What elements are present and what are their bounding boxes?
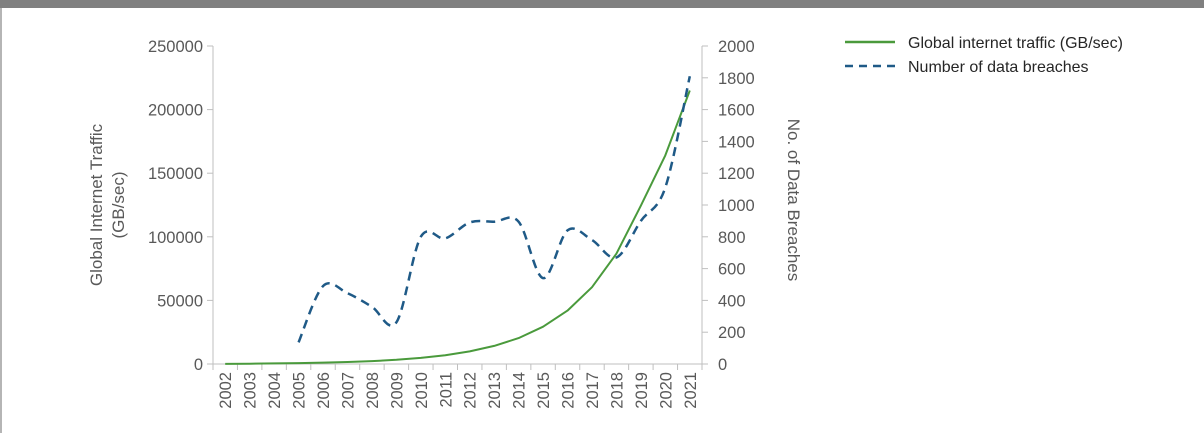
x-tick-label: 2015 [535, 372, 553, 409]
y-right-tick-label: 2000 [718, 38, 755, 56]
window-left-border [0, 8, 2, 433]
y-left-axis-title-line2: (GB/sec) [109, 171, 128, 238]
x-tick-label: 2013 [486, 372, 504, 409]
x-tick-label: 2012 [462, 372, 480, 409]
chart-legend: Global internet traffic (GB/sec) Number … [845, 35, 1123, 76]
y-left-tick-label: 50000 [157, 292, 203, 310]
x-tick-label: 2003 [242, 372, 260, 409]
x-tick-label: 2011 [437, 372, 455, 407]
x-tick-label: 2020 [657, 372, 675, 409]
series-layer [225, 75, 692, 365]
x-tick-label: 2021 [682, 372, 700, 409]
y-left-tick-label: 250000 [148, 38, 203, 56]
series-line-traffic [225, 90, 691, 365]
legend-label-traffic: Global internet traffic (GB/sec) [908, 35, 1123, 52]
x-tick-label: 2006 [315, 372, 333, 409]
y-left-tick-label: 200000 [148, 102, 203, 120]
y-right-tick-label: 1200 [718, 165, 755, 183]
y-right-tick-label: 600 [718, 261, 746, 279]
axes-group: 0 50000 100000 150000 200000 250000 0 200 400 600… [148, 38, 755, 409]
x-tick-label: 2002 [217, 372, 235, 409]
y-right-tick-label: 0 [718, 356, 727, 374]
y-right-tick-label: 1800 [718, 70, 755, 88]
y-right-tick-label: 800 [718, 229, 746, 247]
y-right-tick-label: 200 [718, 324, 746, 342]
x-tick-label: 2014 [511, 372, 529, 409]
x-tick-label: 2004 [266, 372, 284, 409]
legend-label-breaches: Number of data breaches [908, 59, 1089, 76]
y-left-tick-label: 150000 [148, 165, 203, 183]
y-left-tick-label: 0 [194, 356, 203, 374]
x-tick-label: 2009 [388, 372, 406, 409]
y-right-tick-label: 1000 [718, 197, 755, 215]
y-left-axis-title-line1: Global Internet Traffic [87, 123, 106, 286]
y-left-tick-label: 100000 [148, 229, 203, 247]
window-top-bar [0, 0, 1204, 8]
x-tick-label: 2007 [339, 372, 357, 409]
y-right-tick-label: 1400 [718, 133, 755, 151]
y-right-tick-label: 400 [718, 292, 746, 310]
x-tick-label: 2017 [584, 372, 602, 409]
x-tick-label: 2008 [364, 372, 382, 409]
x-tick-label: 2016 [560, 372, 578, 409]
x-tick-label: 2005 [291, 372, 309, 409]
x-tick-label: 2019 [633, 372, 651, 409]
y-right-axis-title: No. of Data Breaches [784, 119, 803, 282]
x-tick-label: 2018 [608, 372, 626, 409]
x-tick-label: 2010 [413, 372, 431, 409]
y-right-tick-label: 1600 [718, 102, 755, 120]
series-line-breaches [297, 75, 692, 343]
